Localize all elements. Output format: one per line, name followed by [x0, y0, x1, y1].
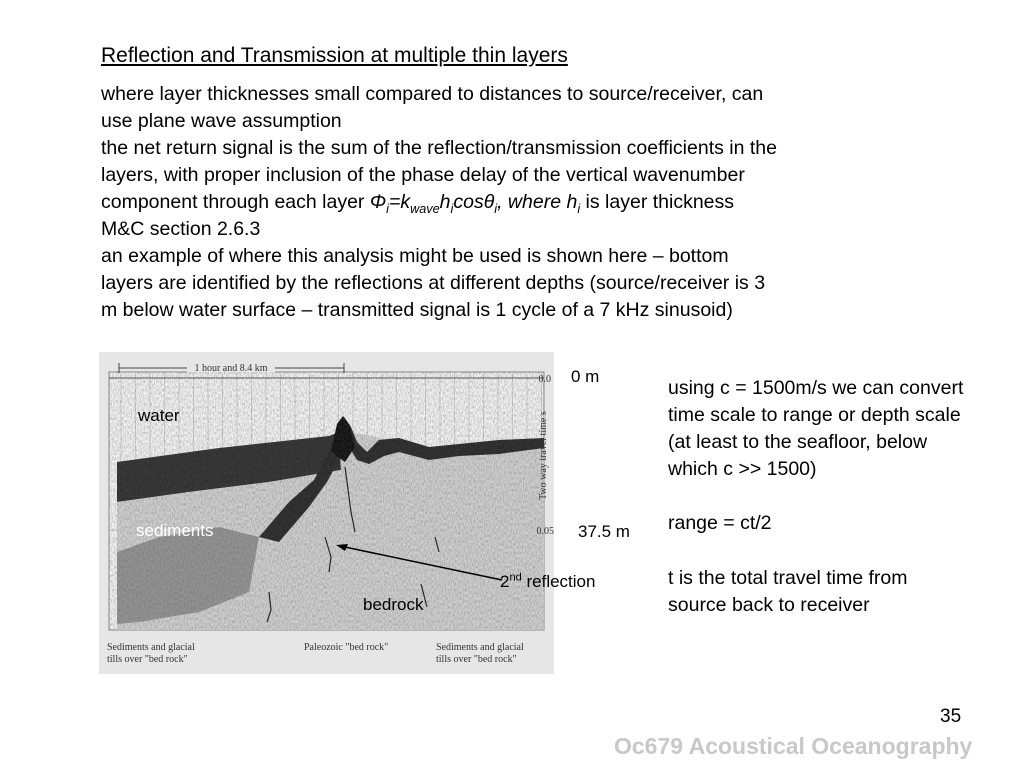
reflection-arrow — [336, 544, 503, 581]
right-line-1: using c = 1500m/s we can convert — [668, 377, 964, 399]
label-sediments: sediments — [136, 521, 214, 540]
caption-right-line-2: tills over "bed rock" — [436, 654, 517, 665]
body-line-4: layers, with proper inclusion of the pha… — [101, 164, 745, 186]
body-line-8: layers are identified by the reflections… — [101, 272, 766, 294]
phase-formula: Φi=kwavehicosθi, where hi — [369, 191, 581, 216]
right-line-6: t is the total travel time from — [668, 567, 908, 589]
right-line-range: range = ct/2 — [668, 512, 772, 534]
tick-0-05: 0.05 — [537, 526, 555, 537]
caption-middle: Paleozoic "bed rock" — [304, 642, 388, 653]
footer-course-title: Oc679 Acoustical Oceanography — [614, 733, 973, 759]
body-line-3: the net return signal is the sum of the … — [101, 137, 777, 159]
body-line-5-prefix: component through each layer — [101, 191, 370, 213]
scale-bar-label: 1 hour and 8.4 km — [194, 363, 267, 374]
body-line-6: M&C section 2.6.3 — [101, 218, 261, 240]
seismic-record-image: 1 hour and 8.4 km 0.0 0.05 Two way trave… — [99, 352, 554, 674]
body-line-2: use plane wave assumption — [101, 110, 342, 132]
label-water: water — [138, 406, 180, 425]
page-number: 35 — [940, 706, 962, 727]
right-line-3: (at least to the seafloor, below — [668, 431, 928, 453]
body-line-7: an example of where this analysis might … — [101, 245, 729, 267]
tick-0-0: 0.0 — [539, 374, 552, 385]
body-line-5-suffix: is layer thickness — [580, 191, 735, 213]
caption-left-line-2: tills over "bed rock" — [107, 654, 188, 665]
label-0-m: 0 m — [571, 367, 600, 386]
axis-label-travel-time: Two way travel time s — [538, 411, 549, 500]
slide-title: Reflection and Transmission at multiple … — [101, 44, 568, 67]
body-line-5: component through each layer Φi=kwavehic… — [101, 189, 734, 216]
body-line-1: where layer thicknesses small compared t… — [101, 83, 764, 105]
right-line-7: source back to receiver — [668, 594, 870, 616]
body-line-9: m below water surface – transmitted sign… — [101, 299, 733, 321]
caption-left-line-1: Sediments and glacial — [107, 642, 195, 653]
label-37-5-m: 37.5 m — [578, 522, 630, 541]
right-line-2: time scale to range or depth scale — [668, 404, 961, 426]
right-line-4: which c >> 1500) — [668, 458, 817, 480]
label-2nd-reflection: 2nd reflection — [500, 571, 596, 591]
label-bedrock: bedrock — [363, 595, 424, 614]
caption-right-line-1: Sediments and glacial — [436, 642, 524, 653]
